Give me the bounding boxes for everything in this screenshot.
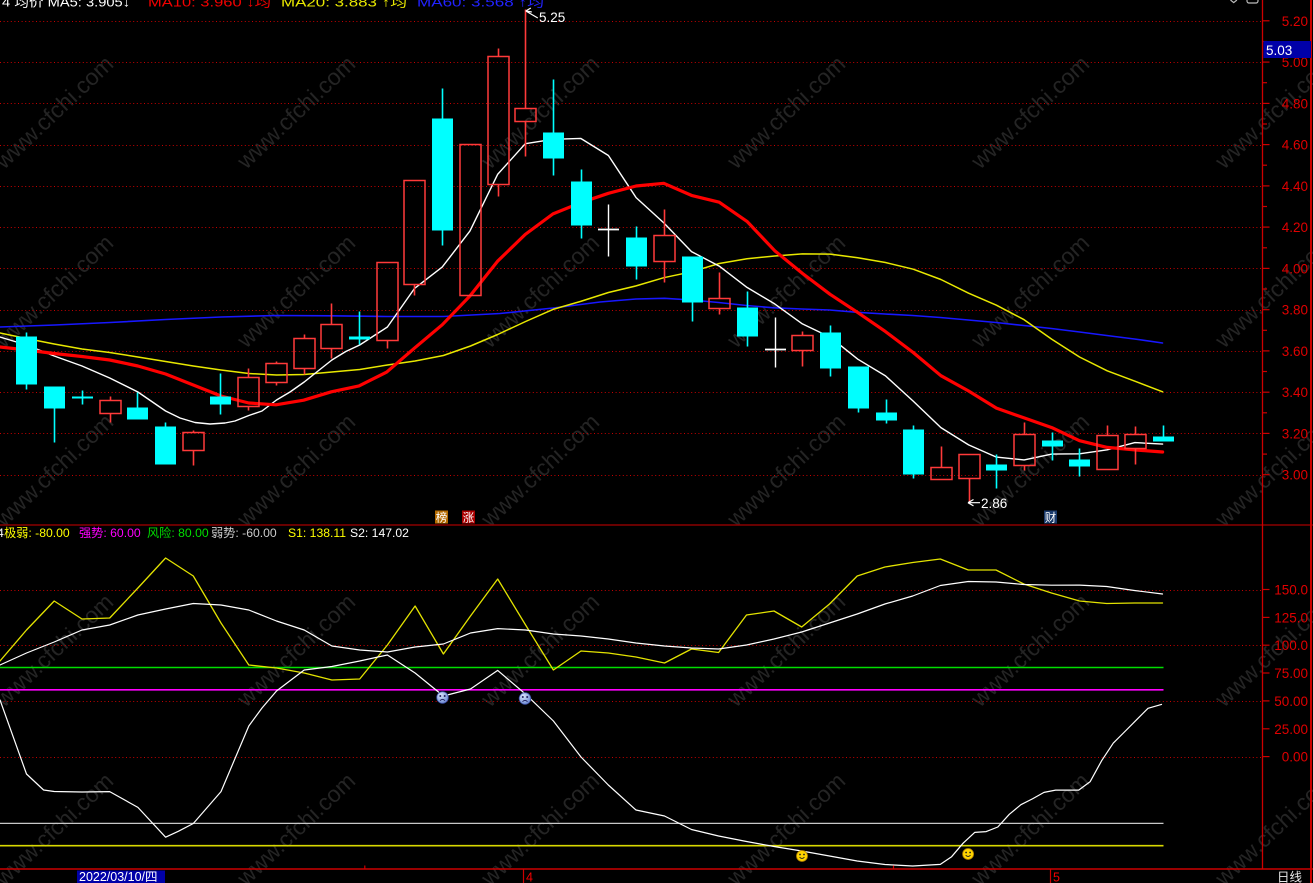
- svg-text:MA10: 3.960 ↓均: MA10: 3.960 ↓均: [148, 0, 271, 10]
- svg-text:3.80: 3.80: [1282, 303, 1308, 318]
- svg-text:强势: 60.00: 强势: 60.00: [79, 526, 141, 540]
- svg-text:3.60: 3.60: [1282, 344, 1308, 359]
- svg-text:极弱: -80.00: 极弱: -80.00: [4, 526, 70, 540]
- svg-text:0.00: 0.00: [1282, 750, 1308, 765]
- svg-text:4.60: 4.60: [1282, 138, 1308, 153]
- svg-text:4: 4: [0, 526, 4, 540]
- svg-text:5.03: 5.03: [1266, 43, 1292, 58]
- svg-text:4.80: 4.80: [1282, 96, 1308, 111]
- svg-text:5: 5: [1053, 871, 1060, 883]
- svg-text:50.00: 50.00: [1274, 694, 1308, 709]
- svg-text:S1: 138.11: S1: 138.11: [288, 526, 346, 540]
- svg-text:3.00: 3.00: [1282, 468, 1308, 483]
- svg-text:5.00: 5.00: [1282, 55, 1308, 70]
- svg-text:4.00: 4.00: [1282, 261, 1308, 276]
- svg-text:MA20: 3.883 ↑均: MA20: 3.883 ↑均: [281, 0, 407, 10]
- svg-text:财: 财: [1045, 511, 1057, 525]
- svg-text:2022/03/10/四: 2022/03/10/四: [79, 870, 158, 883]
- svg-text:150.0: 150.0: [1274, 583, 1308, 598]
- svg-text:4.20: 4.20: [1282, 220, 1308, 235]
- svg-text:日线: 日线: [1277, 871, 1303, 883]
- svg-text:S2: 147.02: S2: 147.02: [350, 526, 409, 540]
- svg-text:榜: 榜: [436, 511, 448, 525]
- svg-text:25.00: 25.00: [1274, 722, 1308, 737]
- svg-text:弱势: -60.00: 弱势: -60.00: [211, 526, 277, 540]
- svg-text:125.0: 125.0: [1274, 610, 1308, 625]
- svg-text:100.0: 100.0: [1274, 638, 1308, 653]
- svg-text:75.00: 75.00: [1274, 666, 1308, 681]
- svg-text:MA60: 3.568 ↑均: MA60: 3.568 ↑均: [417, 0, 544, 10]
- svg-text:4.40: 4.40: [1282, 179, 1308, 194]
- svg-text:3.40: 3.40: [1282, 385, 1308, 400]
- svg-text:3.20: 3.20: [1282, 426, 1308, 441]
- svg-text:2.86: 2.86: [981, 496, 1007, 511]
- svg-text:4 均价 MA5: 3.905↓: 4 均价 MA5: 3.905↓: [2, 0, 130, 10]
- svg-text:涨: 涨: [463, 512, 475, 525]
- svg-text:风险: 80.00: 风险: 80.00: [147, 525, 209, 540]
- svg-text:4: 4: [526, 871, 533, 883]
- svg-text:5.25: 5.25: [539, 10, 565, 25]
- svg-text:5.20: 5.20: [1282, 14, 1308, 29]
